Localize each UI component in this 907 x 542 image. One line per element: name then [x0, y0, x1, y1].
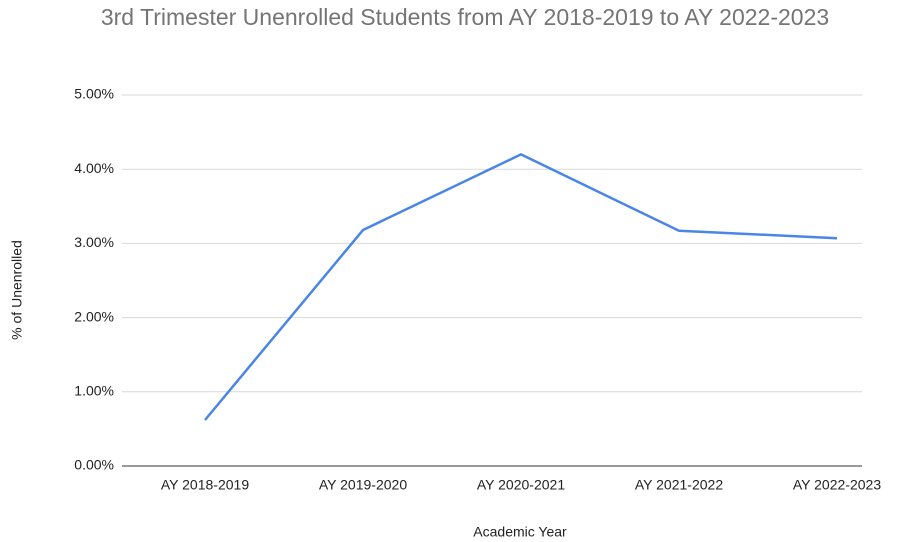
y-tick-label: 4.00% — [74, 160, 114, 176]
x-tick-label: AY 2020-2021 — [477, 477, 565, 493]
y-axis-label: % of Unenrolled — [9, 240, 25, 340]
data-line — [204, 153, 838, 421]
chart-title: 3rd Trimester Unenrolled Students from A… — [100, 4, 830, 30]
x-tick-label: AY 2022-2023 — [793, 477, 881, 493]
y-tick-label: 3.00% — [74, 234, 114, 250]
y-tick-label: 2.00% — [74, 308, 114, 324]
x-tick-label: AY 2021-2022 — [635, 477, 723, 493]
y-tick-label: 0.00% — [74, 457, 114, 473]
x-axis-label: Academic Year — [473, 524, 567, 540]
x-tick-label: AY 2019-2020 — [319, 477, 407, 493]
y-tick-label: 5.00% — [74, 86, 114, 102]
y-tick-label: 1.00% — [74, 383, 114, 399]
x-tick-label: AY 2018-2019 — [161, 477, 249, 493]
